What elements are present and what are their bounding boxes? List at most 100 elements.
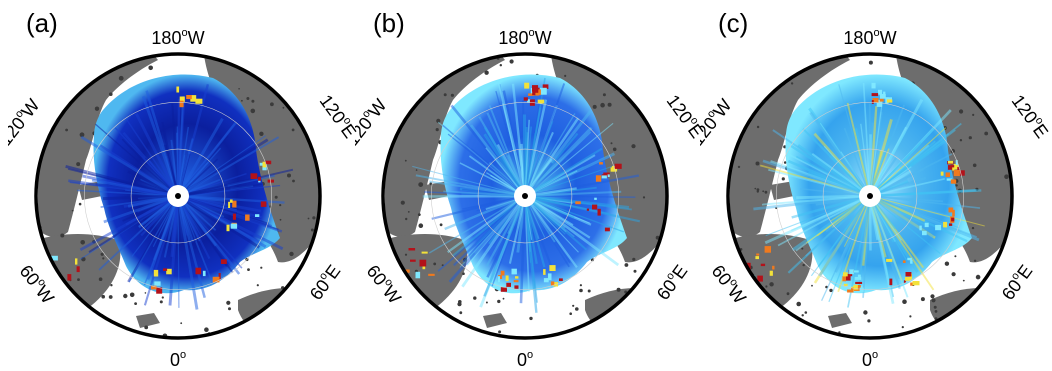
thick-ice-cell [255, 214, 260, 217]
thick-ice-cell [550, 281, 555, 286]
ice-streak [444, 194, 526, 231]
thick-ice-cell [150, 285, 157, 290]
map-panel-c: (c) 180oW 120oW 120oE 60oW 60oE 0o [700, 0, 1050, 371]
ice-streak [524, 119, 530, 197]
land-texture [756, 125, 760, 129]
thick-ice-cell [769, 270, 773, 276]
land-texture [765, 285, 768, 288]
ice-streak [443, 190, 526, 197]
thick-ice-cell [744, 275, 749, 283]
thick-ice-cell [195, 98, 203, 104]
ice-streak [869, 195, 941, 254]
land-texture [443, 93, 447, 97]
ice-streak [177, 194, 283, 233]
panel-label: (b) [373, 8, 405, 38]
land-texture [435, 128, 439, 132]
thick-ice-cell [76, 266, 80, 273]
north-pole-dot [175, 193, 181, 199]
ice-streak [869, 195, 909, 298]
thick-ice-cell [853, 284, 858, 290]
thick-ice-cell [538, 89, 541, 95]
thick-ice-cell [153, 269, 159, 277]
land-texture [418, 182, 424, 188]
land-texture [102, 257, 105, 260]
thick-ice-cell [854, 277, 862, 280]
ice-streak [134, 112, 180, 197]
thick-ice-cell [876, 99, 883, 107]
thick-ice-cell [575, 201, 581, 205]
land-texture [572, 304, 575, 307]
thick-ice-cell [910, 259, 913, 264]
ice-streak [868, 195, 895, 304]
ice-streak [511, 83, 527, 197]
land-texture [310, 228, 314, 232]
thick-ice-cell [946, 178, 953, 181]
thick-ice-cell [871, 93, 879, 97]
thick-ice-cell [755, 256, 759, 260]
thick-ice-cell [505, 275, 509, 281]
ice-streak [483, 133, 527, 197]
land-texture [94, 106, 100, 111]
thick-ice-cell [953, 170, 960, 176]
land-texture [602, 93, 606, 97]
ice-streak [524, 195, 532, 263]
land-texture [971, 226, 975, 230]
land-texture [575, 307, 579, 311]
land-texture [418, 223, 424, 228]
land-texture [955, 184, 958, 187]
land-texture [616, 287, 621, 292]
latitude-circle [130, 148, 226, 244]
latitude-circle [822, 148, 918, 244]
longitude-label-bottom: 0o [862, 349, 878, 370]
land-mass [136, 313, 160, 328]
ice-streak [131, 195, 179, 257]
ice-streak [99, 144, 179, 198]
thick-ice-cell [756, 253, 760, 256]
thick-ice-cell [603, 172, 610, 175]
land-texture [801, 247, 804, 250]
map-panel-b: (b) 180oW 120oW 120oE 60oW 60oE 0o [355, 0, 705, 371]
thick-ice-cell [419, 259, 427, 267]
land-texture [624, 290, 628, 294]
thick-ice-cell [542, 84, 549, 89]
thick-ice-cell [232, 200, 237, 208]
ice-streak [869, 195, 985, 227]
ice-streak [869, 194, 934, 239]
land-texture [76, 162, 81, 167]
ice-streak [429, 180, 526, 197]
ice-streak [459, 195, 526, 268]
ice-streak [422, 194, 526, 198]
thick-ice-cell [232, 213, 236, 220]
thick-ice-cell [163, 268, 168, 271]
ice-streak [764, 194, 871, 245]
land-texture [246, 97, 250, 100]
land-texture [312, 216, 316, 220]
land-texture [405, 217, 408, 221]
land-texture [404, 159, 407, 162]
thick-ice-cell [907, 257, 912, 261]
thick-ice-cell [498, 276, 500, 283]
longitude-label-right: 120oE [1008, 91, 1050, 142]
ice-streak [869, 122, 962, 197]
land-texture [972, 113, 975, 116]
land-texture [247, 268, 250, 271]
thick-ice-cell [597, 208, 601, 216]
longitude-label-bottom-left: 60oW [16, 261, 59, 308]
thick-ice-cell [842, 276, 846, 282]
map-frame [34, 52, 322, 340]
thick-ice-cell [176, 86, 180, 93]
north-pole-dot [867, 193, 873, 199]
ice-streak [522, 114, 527, 197]
land-texture [931, 298, 936, 303]
ice-streak [177, 195, 180, 308]
thick-ice-cell [528, 93, 535, 96]
land-texture [972, 163, 977, 168]
longitude-label-bottom-left: 60oW [708, 261, 751, 308]
thick-ice-cell [421, 251, 428, 254]
thick-ice-cell [760, 263, 766, 267]
land-texture [462, 272, 465, 276]
ice-streak [412, 165, 526, 197]
land-texture [108, 295, 113, 299]
land-texture [968, 136, 972, 140]
land-texture [439, 223, 443, 227]
